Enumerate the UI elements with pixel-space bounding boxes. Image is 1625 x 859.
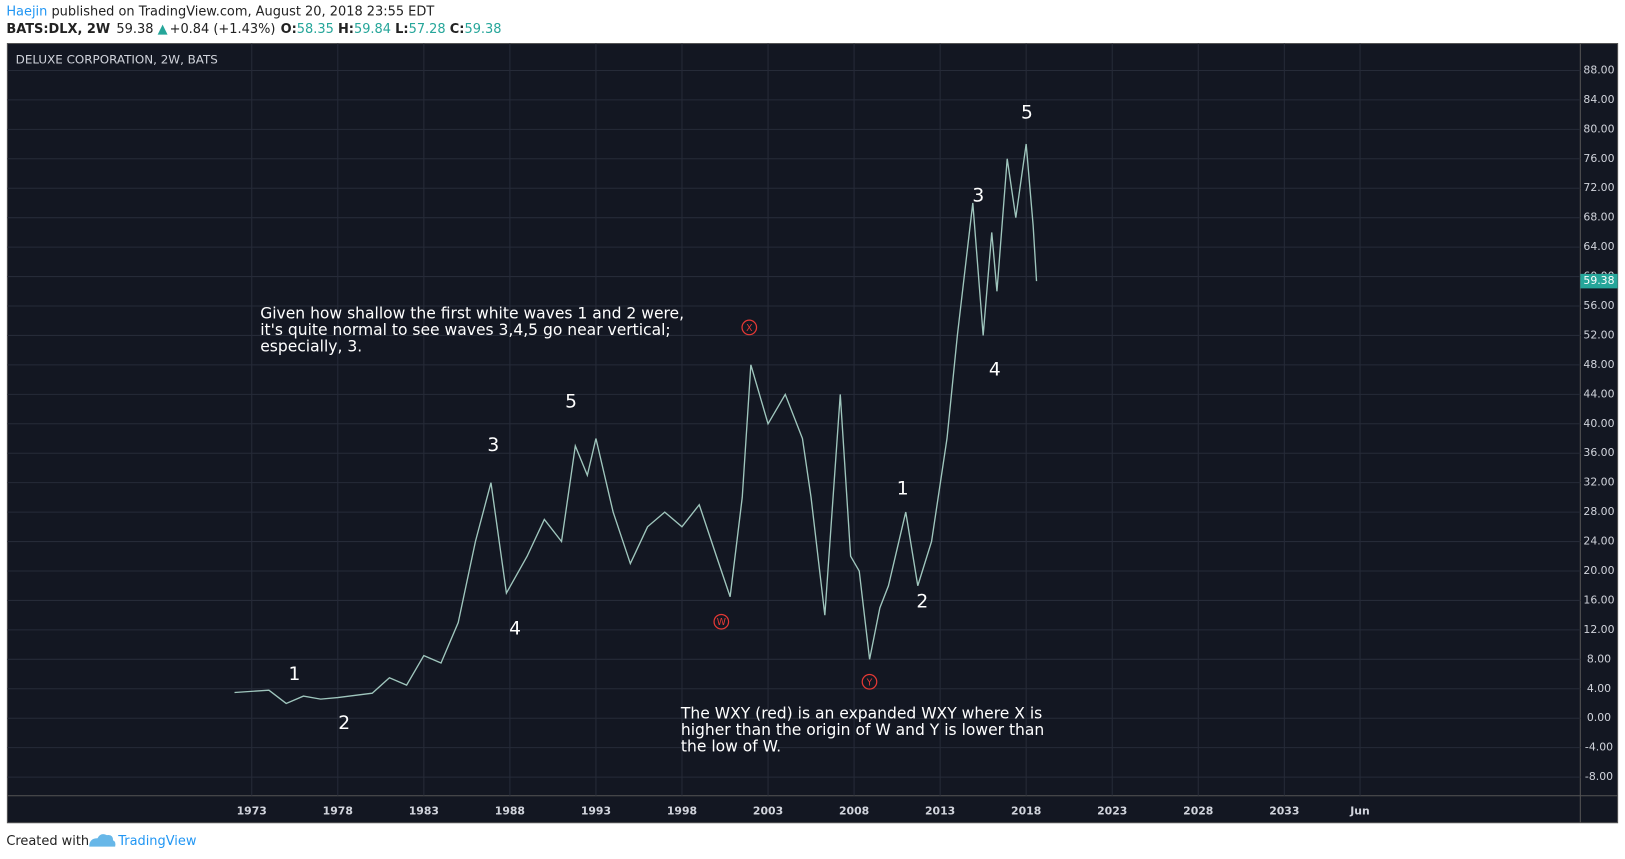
wave-label: 2: [338, 713, 350, 734]
y-tick-label: 80.00: [1583, 122, 1614, 135]
y-tick-label: 44.00: [1583, 387, 1614, 400]
y-tick-label: 4.00: [1587, 682, 1611, 695]
y-tick-label: 72.00: [1583, 181, 1614, 194]
circle-label: X: [746, 323, 753, 334]
footer-brand[interactable]: TradingView: [117, 834, 197, 849]
price-tag-label: 59.38: [1583, 274, 1614, 287]
y-tick-label: 56.00: [1583, 299, 1614, 312]
y-tick-label: 76.00: [1583, 152, 1614, 165]
header-line-2: BATS:DLX, 2W 59.38 ▲ +0.84 (+1.43%) O:58.35 H…: [6, 22, 501, 37]
y-tick-label: 28.00: [1583, 505, 1614, 518]
h-value: 59.84: [354, 22, 391, 37]
up-arrow: ▲: [158, 22, 168, 37]
footer-created: Created with: [6, 834, 89, 849]
footer-logo[interactable]: [89, 834, 116, 847]
o-label: O:: [281, 22, 297, 37]
y-tick-label: 16.00: [1583, 593, 1614, 606]
y-tick-label: 12.00: [1583, 623, 1614, 636]
header-line-1: Haejin published on TradingView.com, Aug…: [6, 4, 434, 19]
wave-label: 4: [989, 359, 1001, 380]
note-line: higher than the origin of W and Y is low…: [681, 721, 1044, 739]
wave-circle: [713, 613, 730, 630]
wave-label: 3: [487, 435, 499, 456]
x-tick-label: 2028: [1183, 804, 1213, 817]
note-line: The WXY (red) is an expanded WXY where X…: [680, 704, 1042, 722]
logo-cloud[interactable]: [89, 834, 116, 847]
y-tick-label: 20.00: [1583, 564, 1614, 577]
wave-label: 4: [509, 618, 521, 639]
circle-label: Y: [866, 677, 873, 688]
author: Haejin: [6, 4, 47, 19]
y-tick-label: 64.00: [1583, 240, 1614, 253]
note-line: Given how shallow the first white waves …: [260, 304, 684, 322]
wave-label: 5: [565, 392, 577, 413]
x-tick-label: 2013: [925, 804, 955, 817]
wave-label: 1: [897, 479, 909, 500]
l-value: 57.28: [409, 22, 446, 37]
x-tick-label: 1993: [581, 804, 611, 817]
note-line: it's quite normal to see waves 3,4,5 go …: [260, 321, 670, 339]
x-tick-label: Jun: [1349, 804, 1370, 817]
symbol: BATS:DLX, 2W: [6, 22, 110, 37]
x-tick-label: 1973: [237, 804, 267, 817]
h-label: H:: [338, 22, 354, 37]
y-tick-label: 88.00: [1583, 63, 1614, 76]
y-tick-label: 0.00: [1587, 711, 1611, 724]
note-line: especially, 3.: [260, 338, 362, 356]
note-line: the low of W.: [681, 738, 781, 756]
y-tick-label: 8.00: [1587, 652, 1611, 665]
chart-title: DELUXE CORPORATION, 2W, BATS: [16, 53, 218, 67]
y-tick-label: -4.00: [1585, 741, 1613, 754]
price-line: [234, 143, 1038, 705]
y-tick-label: 32.00: [1583, 476, 1614, 489]
y-tick-label: 36.00: [1583, 446, 1614, 459]
x-tick-label: 2033: [1269, 804, 1299, 817]
y-tick-label: 24.00: [1583, 535, 1614, 548]
y-tick-label: 84.00: [1583, 93, 1614, 106]
wave-circle: [741, 319, 758, 336]
c-value: 59.38: [464, 22, 501, 37]
x-tick-label: 2008: [839, 804, 869, 817]
circle-label: W: [717, 617, 726, 628]
o-value: 58.35: [297, 22, 334, 37]
wave-label: 2: [916, 592, 928, 613]
grid: -8.00 -4.00 0.00 4.00 8.00 12.00 16.00 20.00 24.…: [7, 43, 1615, 817]
y-tick-label: 68.00: [1583, 211, 1614, 224]
change: +0.84 (+1.43%): [170, 22, 276, 37]
x-tick-label: 2023: [1097, 804, 1127, 817]
wave-label: 5: [1021, 102, 1033, 123]
y-tick-label: -8.00: [1585, 770, 1613, 783]
x-tick-label: 1988: [495, 804, 525, 817]
y-tick-label: 40.00: [1583, 417, 1614, 430]
c-label: C:: [450, 22, 465, 37]
y-tick-label: 52.00: [1583, 328, 1614, 341]
last: 59.38: [116, 22, 153, 37]
x-tick-label: 2018: [1011, 804, 1041, 817]
plot: 59.38 1 2 3 4 5 1 2 3 4 5 X W Y Given how shallow the …: [234, 102, 1618, 756]
x-tick-label: 2003: [753, 804, 783, 817]
wave-label: 3: [972, 185, 984, 206]
wave-circle: [861, 673, 878, 690]
l-label: L:: [395, 22, 408, 37]
price-tag: [1580, 273, 1618, 289]
x-tick-label: 1998: [667, 804, 697, 817]
x-tick-label: 1983: [409, 804, 439, 817]
y-tick-label: 48.00: [1583, 358, 1614, 371]
chart-panel: [6, 43, 1619, 824]
wave-label: 1: [288, 664, 300, 685]
published: published on TradingView.com, August 20,…: [47, 4, 434, 19]
x-tick-label: 1978: [323, 804, 353, 817]
